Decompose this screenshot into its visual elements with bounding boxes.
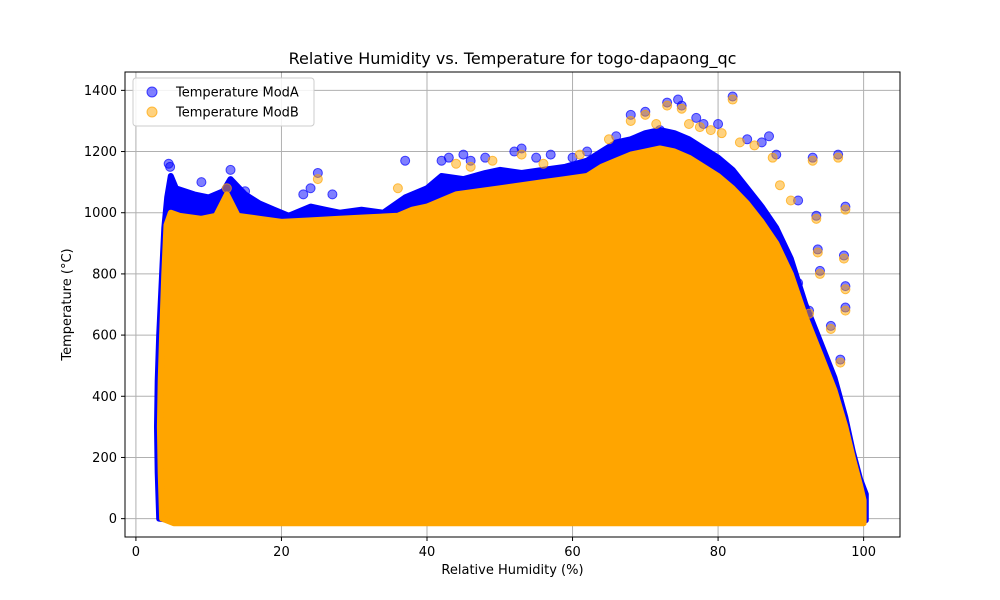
scatter-point — [574, 149, 585, 160]
scatter-point — [840, 284, 851, 295]
scatter-point — [838, 253, 849, 264]
y-tick-label: 800 — [92, 267, 117, 282]
scatter-point — [225, 164, 236, 175]
scatter-point — [804, 308, 815, 319]
scatter-point — [691, 112, 702, 123]
y-tick-label: 400 — [92, 390, 117, 405]
legend-marker — [146, 86, 158, 98]
scatter-point — [651, 119, 662, 130]
scatter-point — [683, 119, 694, 130]
series-layer — [154, 91, 869, 527]
scatter-point — [785, 195, 796, 206]
y-tick-label: 1400 — [84, 84, 117, 99]
scatter-point — [840, 204, 851, 215]
scatter-point — [165, 161, 176, 172]
scatter-point — [516, 149, 527, 160]
scatter-point — [716, 128, 727, 139]
scatter-point — [487, 155, 498, 166]
legend-box — [132, 77, 315, 127]
scatter-point — [603, 134, 614, 145]
series-modb — [156, 94, 867, 527]
x-axis-label: Relative Humidity (%) — [441, 563, 583, 578]
x-tick-label: 20 — [273, 545, 290, 560]
x-tick-label: 60 — [564, 545, 581, 560]
scatter-point — [835, 357, 846, 368]
point-cloud — [156, 145, 867, 527]
legend: Temperature ModA Temperature ModB — [132, 77, 315, 127]
scatter-point — [734, 137, 745, 148]
scatter-point — [694, 122, 705, 133]
scatter-point — [221, 183, 232, 194]
x-tick-label: 100 — [851, 545, 876, 560]
scatter-point — [451, 158, 462, 169]
scatter-point — [662, 100, 673, 111]
x-tick-label: 80 — [710, 545, 727, 560]
scatter-point — [727, 94, 738, 105]
y-tick-label: 0 — [109, 512, 117, 527]
scatter-point — [640, 109, 651, 120]
scatter-point — [458, 149, 469, 160]
scatter-point — [545, 149, 556, 160]
scatter-point — [807, 155, 818, 166]
scatter-point — [705, 125, 716, 136]
y-tick-label: 1200 — [84, 145, 117, 160]
scatter-point — [814, 268, 825, 279]
legend-marker — [146, 106, 158, 118]
scatter-point — [749, 140, 760, 151]
scatter-point — [811, 213, 822, 224]
chart-title: Relative Humidity vs. Temperature for to… — [289, 49, 737, 69]
y-tick-label: 1000 — [84, 206, 117, 221]
scatter-point — [465, 161, 476, 172]
scatter-point — [392, 183, 403, 194]
scatter-point — [713, 119, 724, 130]
legend-label: Temperature ModA — [175, 86, 299, 101]
scatter-point — [443, 152, 454, 163]
scatter-point — [764, 131, 775, 142]
scatter-point — [676, 103, 687, 114]
x-tick-label: 40 — [419, 545, 436, 560]
x-tick-label: 0 — [132, 545, 140, 560]
legend-label: Temperature ModB — [175, 106, 299, 121]
scatter-point — [625, 115, 636, 126]
scatter-point — [825, 323, 836, 334]
scatter-point — [400, 155, 411, 166]
scatter-point — [774, 180, 785, 191]
scatter-point — [767, 152, 778, 163]
y-tick-label: 600 — [92, 329, 117, 344]
axes-frame — [124, 71, 901, 538]
scatter-point — [305, 183, 316, 194]
scatter-point — [196, 177, 207, 188]
scatter-point — [833, 152, 844, 163]
scatter-point — [312, 174, 323, 185]
y-tick-label: 200 — [92, 451, 117, 466]
scatter-point — [812, 247, 823, 258]
scatter-point — [531, 152, 542, 163]
scatter-point — [240, 186, 251, 197]
scatter-point — [538, 158, 549, 169]
scatter-point — [327, 189, 338, 200]
scatter-point — [298, 189, 309, 200]
y-axis-label: Temperature (°C) — [60, 248, 75, 361]
scatter-point — [840, 305, 851, 316]
